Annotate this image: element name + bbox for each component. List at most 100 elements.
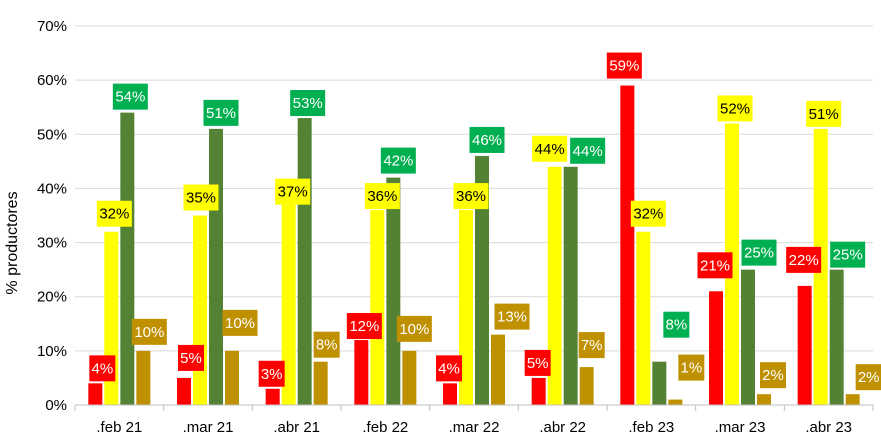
x-tick-label: .feb 23 bbox=[628, 419, 674, 436]
data-label: 37% bbox=[275, 178, 311, 205]
data-label-text: 4% bbox=[438, 360, 460, 377]
y-tick-label: 10% bbox=[37, 343, 67, 360]
bar bbox=[797, 285, 812, 405]
y-tick-label: 40% bbox=[37, 180, 67, 197]
x-tick-label: .mar 23 bbox=[715, 419, 766, 436]
data-label: 10% bbox=[222, 309, 258, 336]
data-label-box bbox=[183, 184, 219, 211]
bar bbox=[845, 394, 860, 405]
y-tick-label: 60% bbox=[37, 72, 67, 89]
x-tick-label: .abr 22 bbox=[539, 419, 586, 436]
y-tick-label: 50% bbox=[37, 126, 67, 143]
data-label-text: 37% bbox=[278, 184, 308, 201]
data-label: 44% bbox=[532, 135, 568, 162]
data-label: 13% bbox=[494, 303, 530, 330]
bar bbox=[136, 350, 151, 405]
y-tick-label: 70% bbox=[37, 18, 67, 35]
data-label: 4% bbox=[89, 355, 116, 382]
bar bbox=[741, 269, 755, 405]
data-label-box bbox=[532, 135, 568, 162]
data-label-box bbox=[855, 364, 881, 391]
data-label: 10% bbox=[131, 318, 167, 345]
data-label-text: 53% bbox=[293, 95, 323, 112]
data-label: 53% bbox=[290, 90, 326, 117]
data-label-text: 10% bbox=[399, 321, 429, 338]
data-label-text: 44% bbox=[573, 143, 603, 160]
data-label-text: 8% bbox=[316, 337, 338, 354]
data-label-box bbox=[453, 183, 489, 210]
bar bbox=[579, 367, 594, 405]
data-label: 4% bbox=[436, 355, 462, 382]
y-tick-label: 0% bbox=[45, 397, 67, 414]
data-label-text: 7% bbox=[581, 337, 603, 354]
y-axis-tick-labels: 0% 10% 20% 30% 40% 50% 60% 70% bbox=[37, 18, 67, 414]
data-label-text: 51% bbox=[206, 105, 236, 122]
data-label-box bbox=[380, 147, 416, 174]
data-label-text: 51% bbox=[809, 106, 839, 123]
data-label: 59% bbox=[606, 52, 642, 79]
data-label-box bbox=[222, 309, 258, 336]
data-label-text: 10% bbox=[225, 315, 255, 332]
bar bbox=[620, 85, 635, 406]
bar bbox=[668, 399, 683, 405]
data-label: 32% bbox=[630, 200, 666, 227]
data-label-box bbox=[630, 200, 666, 227]
data-label-text: 22% bbox=[789, 252, 819, 269]
y-tick-label: 20% bbox=[37, 289, 67, 306]
x-axis-tick-labels: .feb 21 .mar 21 .abr 21 .feb 22 .mar 22 .abr … bbox=[96, 419, 852, 436]
bar bbox=[225, 350, 239, 405]
bar bbox=[757, 394, 771, 405]
bar bbox=[313, 361, 328, 405]
x-axis bbox=[74, 404, 874, 411]
bar bbox=[563, 166, 578, 405]
data-label-text: 54% bbox=[115, 89, 145, 106]
data-label-text: 5% bbox=[527, 355, 549, 372]
data-label: 25% bbox=[830, 241, 866, 268]
data-label: 8% bbox=[663, 311, 690, 338]
data-label: 1% bbox=[678, 354, 705, 381]
data-label-text: 13% bbox=[497, 309, 527, 326]
data-label: 8% bbox=[313, 331, 340, 358]
bar bbox=[209, 128, 223, 405]
data-label: 44% bbox=[570, 137, 606, 164]
data-label-box bbox=[258, 360, 285, 387]
data-label-box bbox=[436, 355, 462, 382]
bar bbox=[402, 350, 417, 405]
data-label: 32% bbox=[96, 200, 132, 227]
data-label-box bbox=[178, 344, 204, 371]
data-label: 51% bbox=[806, 100, 842, 127]
data-label-text: 44% bbox=[535, 141, 565, 158]
data-label-text: 25% bbox=[744, 245, 774, 262]
bar bbox=[265, 388, 280, 405]
bar bbox=[281, 204, 296, 405]
data-labels: 4% 5% 3% 12% 4% 5% 59% 21% 22% 32% 35% 37% 36% 36% 44%… bbox=[89, 52, 881, 391]
data-label: 12% bbox=[346, 313, 382, 340]
bar bbox=[531, 377, 546, 405]
data-label-text: 5% bbox=[180, 350, 202, 367]
data-label-text: 10% bbox=[134, 324, 164, 341]
data-label-box bbox=[663, 311, 690, 338]
data-label-box bbox=[89, 355, 116, 382]
data-label: 51% bbox=[203, 99, 239, 126]
data-label-box bbox=[313, 331, 340, 358]
bar bbox=[443, 383, 457, 405]
data-label-box bbox=[524, 349, 551, 376]
data-label-box bbox=[494, 303, 530, 330]
data-label-box bbox=[275, 178, 311, 205]
data-label-box bbox=[396, 315, 432, 342]
bar bbox=[829, 269, 844, 405]
data-label-box bbox=[203, 99, 239, 126]
data-label-box bbox=[346, 313, 382, 340]
data-label-text: 2% bbox=[858, 369, 880, 386]
data-label: 3% bbox=[258, 360, 285, 387]
data-label: 25% bbox=[741, 239, 777, 266]
data-label: 36% bbox=[453, 183, 489, 210]
data-label-box bbox=[697, 252, 733, 279]
x-tick-label: .abr 21 bbox=[273, 419, 320, 436]
bar bbox=[459, 210, 473, 405]
data-label-text: 46% bbox=[472, 132, 502, 149]
data-label: 5% bbox=[524, 349, 551, 376]
data-label: 36% bbox=[364, 183, 400, 210]
x-tick-label: .feb 21 bbox=[96, 419, 142, 436]
